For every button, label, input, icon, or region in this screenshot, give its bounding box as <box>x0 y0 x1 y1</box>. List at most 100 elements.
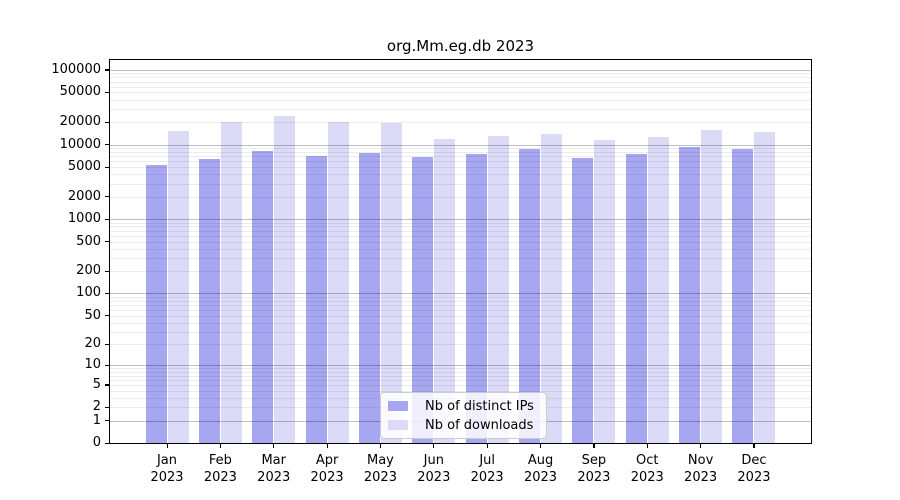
minor-gridline <box>110 258 811 260</box>
y-tick-label: 5 <box>92 376 101 392</box>
year-label: 2023 <box>417 470 451 485</box>
year-label: 2023 <box>684 470 718 485</box>
y-tick-label: 200 <box>76 263 101 279</box>
y-tick <box>105 270 109 272</box>
y-tick <box>105 241 109 243</box>
bar-downloads-feb <box>220 122 242 443</box>
year-label: 2023 <box>203 470 237 485</box>
x-tick-label: Jul 2023 <box>461 452 513 486</box>
minor-gridline <box>110 390 811 392</box>
bar-downloads-jun <box>434 139 456 443</box>
y-tick <box>105 166 109 168</box>
x-tick-label: Sep 2023 <box>568 452 620 486</box>
legend-swatch <box>388 420 408 430</box>
y-tick <box>105 144 109 146</box>
minor-gridline <box>110 151 811 153</box>
minor-gridline <box>110 226 811 228</box>
month-label: May <box>366 453 394 468</box>
y-tick-label: 2 <box>92 399 101 415</box>
minor-gridline <box>110 309 811 311</box>
y-tick <box>105 406 109 409</box>
minor-gridline <box>110 86 811 88</box>
bar-downloads-oct <box>647 136 669 443</box>
bar-downloads-jul <box>487 136 509 443</box>
bar-downloads-jan <box>167 131 189 443</box>
y-tick <box>105 442 109 444</box>
bar-distinct-ips-mar <box>252 150 274 443</box>
minor-gridline <box>110 371 811 373</box>
minor-gridline <box>110 183 811 185</box>
x-tick-label: Jan 2023 <box>141 452 193 486</box>
x-tick <box>540 444 542 448</box>
month-label: Feb <box>208 453 232 468</box>
y-tick <box>105 343 109 346</box>
minor-gridline <box>110 241 811 243</box>
bar-downloads-mar <box>274 116 296 443</box>
bar-distinct-ips-oct <box>625 153 647 443</box>
major-gridline <box>110 144 811 146</box>
minor-gridline <box>110 379 811 381</box>
minor-gridline <box>110 174 811 176</box>
bar-distinct-ips-may <box>358 152 380 443</box>
minor-gridline <box>110 73 811 75</box>
x-tick <box>753 444 755 448</box>
x-tick <box>166 444 168 448</box>
minor-gridline <box>110 300 811 302</box>
minor-gridline <box>110 196 811 198</box>
year-label: 2023 <box>523 470 558 485</box>
bar-distinct-ips-jun <box>412 157 434 443</box>
y-tick <box>105 69 109 71</box>
bar-downloads-sep <box>594 139 616 443</box>
y-tick-label: 100000 <box>51 61 101 77</box>
bar-distinct-ips-nov <box>679 146 701 443</box>
bar-downloads-aug <box>541 134 563 443</box>
legend-item: Nb of distinct IPs <box>381 399 546 414</box>
year-label: 2023 <box>470 470 504 485</box>
month-label: Dec <box>741 453 767 468</box>
y-tick-label: 20 <box>84 336 101 352</box>
month-label: Mar <box>261 453 286 468</box>
month-label: Sep <box>581 453 607 468</box>
x-tick <box>379 444 382 448</box>
x-tick <box>486 444 488 448</box>
month-label: Apr <box>315 453 339 468</box>
year-label: 2023 <box>310 470 344 485</box>
y-tick <box>105 315 109 317</box>
x-tick-label: Oct 2023 <box>621 452 673 486</box>
x-tick-label: Mar 2023 <box>248 452 300 486</box>
minor-gridline <box>110 81 811 83</box>
minor-gridline <box>110 77 811 79</box>
bar-distinct-ips-apr <box>305 156 327 443</box>
y-tick-label: 50000 <box>59 84 101 100</box>
major-gridline <box>110 69 811 71</box>
x-tick <box>433 444 435 448</box>
bar-downloads-dec <box>754 131 776 443</box>
y-tick <box>105 196 109 198</box>
y-tick-label: 1 <box>92 412 101 428</box>
minor-gridline <box>110 296 811 298</box>
legend-swatch <box>388 401 408 411</box>
bar-distinct-ips-aug <box>519 148 541 443</box>
year-label: 2023 <box>630 470 664 485</box>
y-tick-label: 100 <box>76 285 101 301</box>
minor-gridline <box>110 230 811 232</box>
month-label: Oct <box>635 453 659 468</box>
year-label: 2023 <box>150 470 184 485</box>
year-label: 2023 <box>577 470 611 485</box>
year-label: 2023 <box>737 470 771 485</box>
legend: Nb of distinct IPs Nb of downloads <box>380 392 547 439</box>
y-tick-label: 10 <box>84 357 101 373</box>
x-tick-label: Nov 2023 <box>675 452 727 486</box>
x-tick-label: Dec 2023 <box>728 452 780 486</box>
minor-gridline <box>110 235 811 237</box>
minor-gridline <box>110 92 811 94</box>
minor-gridline <box>110 344 811 346</box>
minor-gridline <box>110 271 811 273</box>
x-tick-label: Jun 2023 <box>408 452 460 486</box>
minor-gridline <box>110 304 811 306</box>
y-tick <box>105 292 109 295</box>
y-tick-label: 5000 <box>67 159 101 175</box>
bar-distinct-ips-feb <box>198 159 220 443</box>
x-tick <box>219 444 222 448</box>
minor-gridline <box>110 322 811 324</box>
